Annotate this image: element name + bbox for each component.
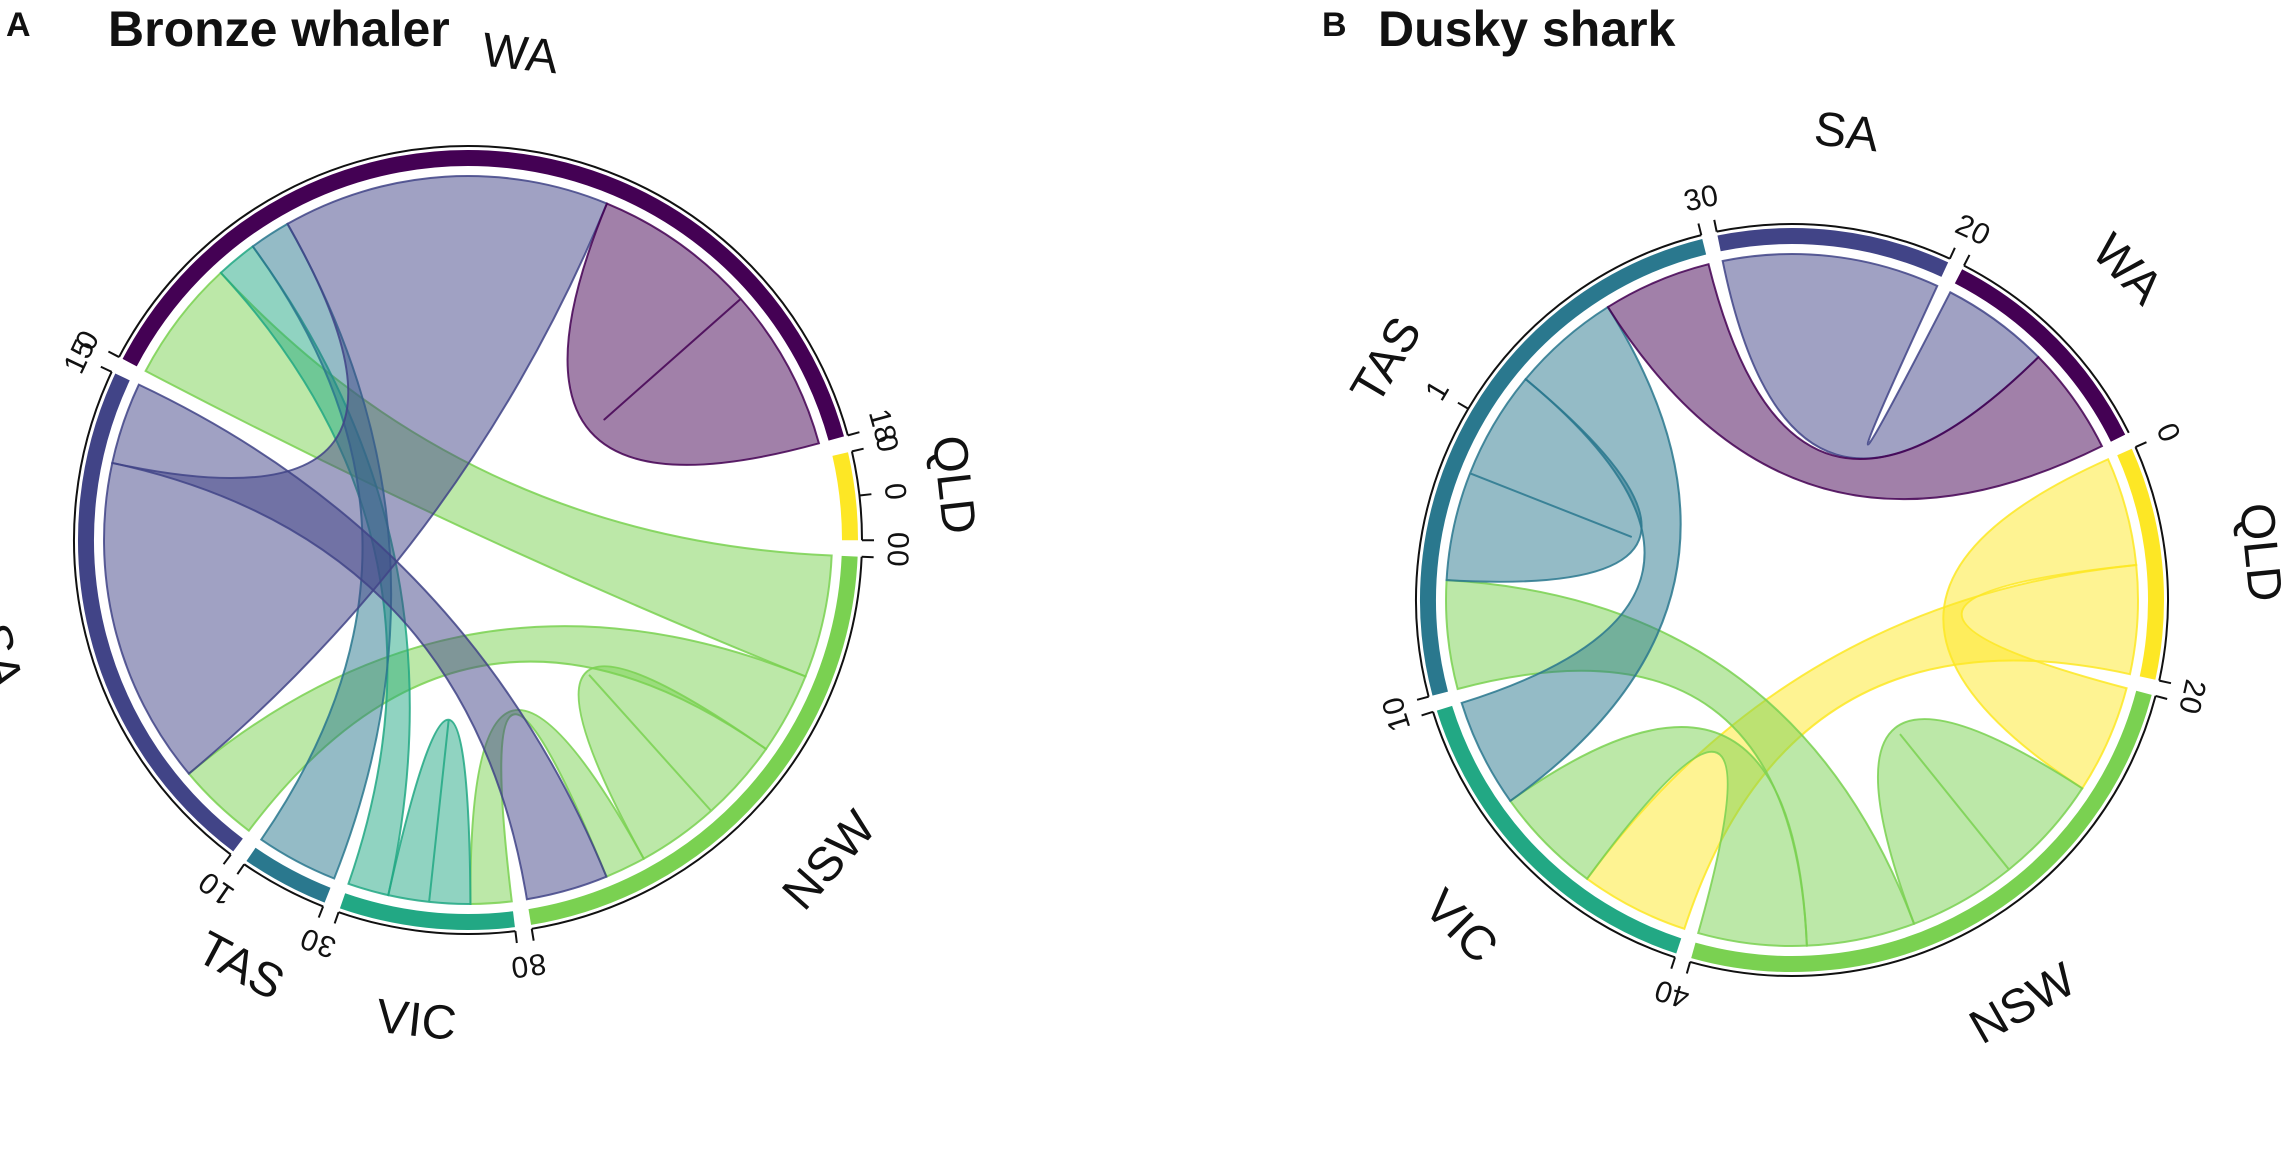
tick-mark xyxy=(1421,710,1434,717)
chord-link xyxy=(1876,718,2084,926)
sector-axis xyxy=(531,556,863,930)
sector-axis xyxy=(118,145,849,436)
tick-mark xyxy=(861,555,874,559)
sector-label: TAS xyxy=(188,922,292,1011)
chord-link xyxy=(103,175,609,776)
sector-label: QLD xyxy=(2229,501,2287,605)
sector-label: VIC xyxy=(1414,879,1508,973)
tick-mark xyxy=(2155,694,2168,700)
tick-mark xyxy=(333,911,340,924)
tick-mark xyxy=(107,350,120,358)
sector-track xyxy=(339,893,515,930)
tick-label: 0 xyxy=(2150,418,2187,447)
sector-label: TAS xyxy=(1341,308,1432,412)
sector-axis xyxy=(1716,223,1951,260)
track-separator xyxy=(97,169,839,911)
chord-link xyxy=(469,708,646,905)
sector-label: SA xyxy=(0,618,32,693)
chord-link xyxy=(387,718,472,905)
sector-axis xyxy=(73,371,232,856)
tick-mark xyxy=(859,493,872,497)
tick-mark xyxy=(514,931,518,944)
chord-links xyxy=(1445,253,2139,947)
panel-letter: A xyxy=(6,6,31,44)
sector-axis xyxy=(1963,264,2130,434)
panel-b: B Dusky shark 0 2 QLD 0 4 NSW 0 1 VIC 0 1 3 TAS 0 2 SA 0… xyxy=(1260,0,2287,1171)
tick-mark xyxy=(1670,957,1676,970)
sector-track xyxy=(2117,448,2164,680)
tick-mark xyxy=(1948,247,1956,260)
tick-label: 0 xyxy=(881,532,914,549)
sector-track xyxy=(1691,690,2152,972)
chord-link xyxy=(1606,263,2104,501)
sector-track xyxy=(1717,228,1949,277)
tick-mark xyxy=(222,853,232,865)
sector-label: NSW xyxy=(1961,953,2085,1055)
sector-label: QLD xyxy=(922,433,986,537)
panel-letter: B xyxy=(1322,6,1347,44)
tick-label: 0 xyxy=(1698,179,1721,215)
tick-mark xyxy=(1697,223,1703,236)
tick-label: 1 xyxy=(1419,375,1456,406)
tick-mark xyxy=(1685,961,1692,974)
chord-link xyxy=(1508,726,1808,947)
tick-label: 8 xyxy=(527,946,549,981)
sector-track xyxy=(528,555,858,925)
tick-label: 0 xyxy=(509,949,530,984)
sector-axis xyxy=(1432,711,1676,959)
sector-track xyxy=(1954,269,2126,442)
tick-label: 0 xyxy=(880,549,914,567)
track-separator xyxy=(1439,247,2145,953)
chord-link xyxy=(1721,253,2040,460)
tick-mark xyxy=(2135,441,2147,448)
tick-mark xyxy=(530,928,535,941)
tick-mark xyxy=(1457,401,1469,410)
sector-qld: 0 0 0 QLD xyxy=(832,432,986,549)
tick-mark xyxy=(236,863,246,875)
tick-mark xyxy=(1713,219,1718,232)
sector-label: WA xyxy=(2082,224,2173,315)
chord-link xyxy=(1445,377,1643,583)
panel-a: A Bronze whaler 0 0 0 QLD 0 8 NSW 0 3 VIC 0 1 TAS 0 15… xyxy=(0,1,986,1051)
panel-title: Bronze whaler xyxy=(108,1,450,57)
sector-qld: 0 2 QLD xyxy=(2117,418,2287,700)
chord-links xyxy=(103,175,833,905)
tick-mark xyxy=(317,906,325,918)
sector-axis xyxy=(1415,234,1702,697)
sector-track xyxy=(122,150,844,441)
sector-track xyxy=(832,452,859,541)
chord-link xyxy=(1460,305,1682,803)
chord-link xyxy=(566,202,821,466)
sector-axis xyxy=(2134,446,2169,681)
chord-link xyxy=(577,665,768,861)
tick-mark xyxy=(1963,254,1971,267)
tick-label: 0 xyxy=(869,432,905,456)
sector-track xyxy=(1420,238,1707,696)
sector-label: SA xyxy=(1812,102,1882,162)
sector-axis xyxy=(338,911,516,935)
chord-link xyxy=(111,383,608,901)
tick-label: 0 xyxy=(877,481,912,501)
sector-label: WA xyxy=(480,24,561,85)
chord-link xyxy=(1585,563,2139,931)
tick-mark xyxy=(847,431,860,437)
tick-mark xyxy=(2159,679,2172,685)
sector-track xyxy=(78,373,243,852)
tick-mark xyxy=(100,365,113,373)
sector-label: NSW xyxy=(773,801,887,920)
sector-track xyxy=(1436,705,1682,954)
panel-title: Dusky shark xyxy=(1378,1,1676,57)
tick-mark xyxy=(851,447,864,453)
sector-label: VIC xyxy=(374,990,459,1051)
tick-label: 2 xyxy=(2176,677,2212,700)
sector-axis xyxy=(1689,695,2157,977)
sector-track xyxy=(246,847,331,903)
sector-axis xyxy=(243,863,324,908)
tick-mark xyxy=(1416,695,1429,701)
